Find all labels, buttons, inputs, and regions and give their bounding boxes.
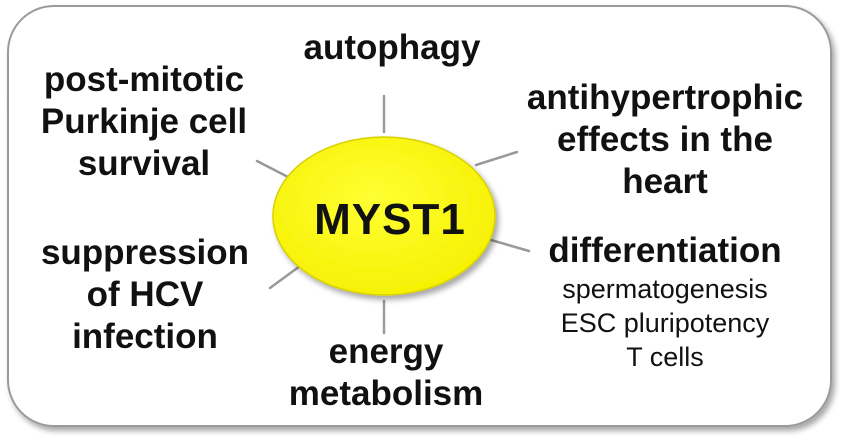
- spoke-purkinje: [255, 159, 290, 179]
- spokes: [255, 94, 531, 335]
- node-hcv-line1: suppression: [40, 233, 250, 272]
- spoke-hcv: [268, 264, 302, 290]
- center-label: MYST1: [314, 195, 466, 244]
- node-hcv-line3: infection: [72, 317, 218, 356]
- node-differentiation-item: spermatogenesis: [562, 274, 768, 304]
- node-differentiation: differentiation spermatogenesis ESC plur…: [520, 230, 810, 374]
- node-differentiation-title: differentiation: [548, 231, 782, 270]
- node-purkinje-line3: survival: [77, 144, 211, 183]
- node-energy-line1: energy: [328, 332, 444, 371]
- spoke-differentiation: [489, 238, 531, 253]
- node-purkinje: post-mitotic Purkinje cell survival: [24, 59, 264, 185]
- node-energy-line2: metabolism: [288, 374, 484, 413]
- node-hcv: suppression of HCV infection: [20, 232, 270, 358]
- node-autophagy-text: autophagy: [303, 28, 481, 67]
- node-antihypertrophic-line2: effects in the: [557, 120, 773, 159]
- node-antihypertrophic-line1: antihypertrophic: [526, 78, 804, 117]
- node-differentiation-item: T cells: [626, 342, 704, 372]
- node-antihypertrophic-line3: heart: [622, 162, 708, 201]
- node-purkinje-line1: post-mitotic: [43, 60, 245, 99]
- node-autophagy: autophagy: [292, 27, 492, 69]
- node-antihypertrophic: antihypertrophic effects in the heart: [505, 77, 825, 203]
- node-differentiation-item: ESC pluripotency: [560, 308, 770, 338]
- center-node: [272, 136, 496, 296]
- spoke-antihypertrophic: [474, 150, 519, 167]
- node-hcv-line2: of HCV: [86, 275, 204, 314]
- node-energy: energy metabolism: [270, 331, 502, 415]
- node-purkinje-line2: Purkinje cell: [40, 102, 248, 141]
